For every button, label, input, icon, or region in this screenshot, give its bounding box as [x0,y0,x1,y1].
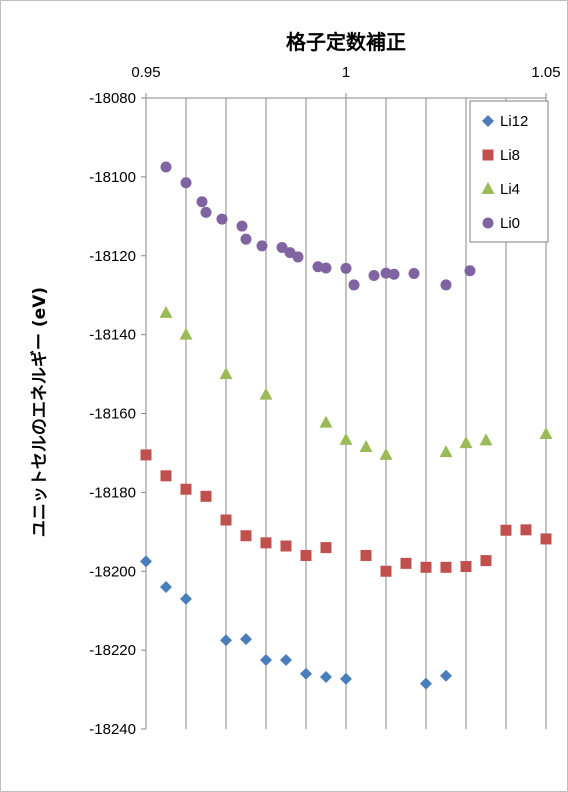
point-li0 [340,262,352,274]
point-li8 [380,565,392,577]
point-li0 [240,233,252,245]
point-li0 [276,241,288,253]
point-li0 [348,279,360,291]
chart-title: 格子定数補正 [286,30,406,54]
point-li8 [220,514,232,526]
point-li8 [480,555,492,567]
y-tick-label: -18140 [89,327,136,344]
point-li0 [216,213,228,225]
series-li12 [140,555,452,690]
point-li4 [459,436,473,449]
point-li4 [319,415,333,428]
x-tick-label: 1 [342,64,350,81]
point-li4 [539,427,553,440]
point-li8 [400,557,412,569]
point-li12 [420,677,432,690]
legend-label-li12: Li12 [500,113,528,130]
point-li8 [360,549,372,561]
series-li8 [140,449,552,577]
point-li8 [200,490,212,502]
point-li0 [408,267,420,279]
legend-label-li8: Li8 [500,147,520,164]
point-li12 [180,592,192,605]
point-li0 [196,196,208,208]
series-li4 [159,305,553,460]
point-li4 [339,432,353,445]
point-li12 [140,555,152,568]
point-li0 [292,251,304,263]
legend-marker-li0 [482,217,494,229]
x-tick-label: 0.95 [131,64,160,81]
point-li8 [160,470,172,482]
y-tick-label: -18100 [89,169,136,186]
point-li8 [140,449,152,461]
point-li12 [260,653,272,666]
point-li0 [388,268,400,280]
axes [141,93,547,730]
point-li12 [160,581,172,594]
point-li4 [259,387,273,400]
legend-label-li4: Li4 [500,181,520,198]
point-li0 [200,206,212,218]
point-li8 [180,483,192,495]
y-axis-label: ユニットセルのエネルギー (eV) [30,287,50,537]
x-tick-labels: 0.95 1 1.05 [131,64,560,81]
point-li8 [280,540,292,552]
point-li8 [540,533,552,545]
point-li0 [440,279,452,291]
point-li4 [379,447,393,460]
y-tick-label: -18080 [89,90,136,107]
y-tick-label: -18120 [89,248,136,265]
point-li4 [159,305,173,318]
point-li4 [479,433,493,446]
point-li8 [260,537,272,549]
point-li0 [320,262,332,274]
legend-marker-li12 [482,115,494,127]
point-li8 [320,542,332,554]
y-tick-label: -18180 [89,484,136,501]
legend-box [469,100,549,243]
y-tick-label: -18240 [89,721,136,738]
point-li8 [300,549,312,561]
x-tick-label: 1.05 [531,64,560,81]
legend-marker-li4 [481,182,495,194]
point-li8 [460,561,472,573]
point-li8 [520,524,532,536]
point-li4 [359,440,373,453]
point-li0 [464,265,476,277]
y-tick-label: -18220 [89,642,136,659]
point-li12 [300,667,312,680]
point-li0 [368,269,380,281]
point-li8 [420,561,432,573]
point-li12 [320,670,332,683]
point-li0 [256,240,268,252]
point-li4 [179,327,193,340]
legend-label-li0: Li0 [500,215,520,232]
point-li0 [160,161,172,173]
legend-marker-li8 [482,149,494,161]
data-points [140,161,553,690]
y-tick-label: -18160 [89,406,136,423]
point-li4 [219,367,233,380]
point-li4 [439,445,453,458]
point-li12 [220,634,232,647]
point-li0 [180,177,192,189]
y-tick-label: -18200 [89,563,136,580]
series-li0 [160,161,476,291]
y-tick-labels: -18080 -18100 -18120 -18140 -18160 -18180 -182… [89,90,136,738]
legend: Li12 Li8 Li4 Li0 [469,100,549,243]
point-li8 [240,530,252,542]
point-li12 [440,669,452,682]
point-li0 [236,220,248,232]
point-li12 [280,653,292,666]
point-li12 [340,672,352,685]
point-li12 [240,633,252,646]
point-li8 [500,524,512,536]
point-li8 [440,561,452,573]
